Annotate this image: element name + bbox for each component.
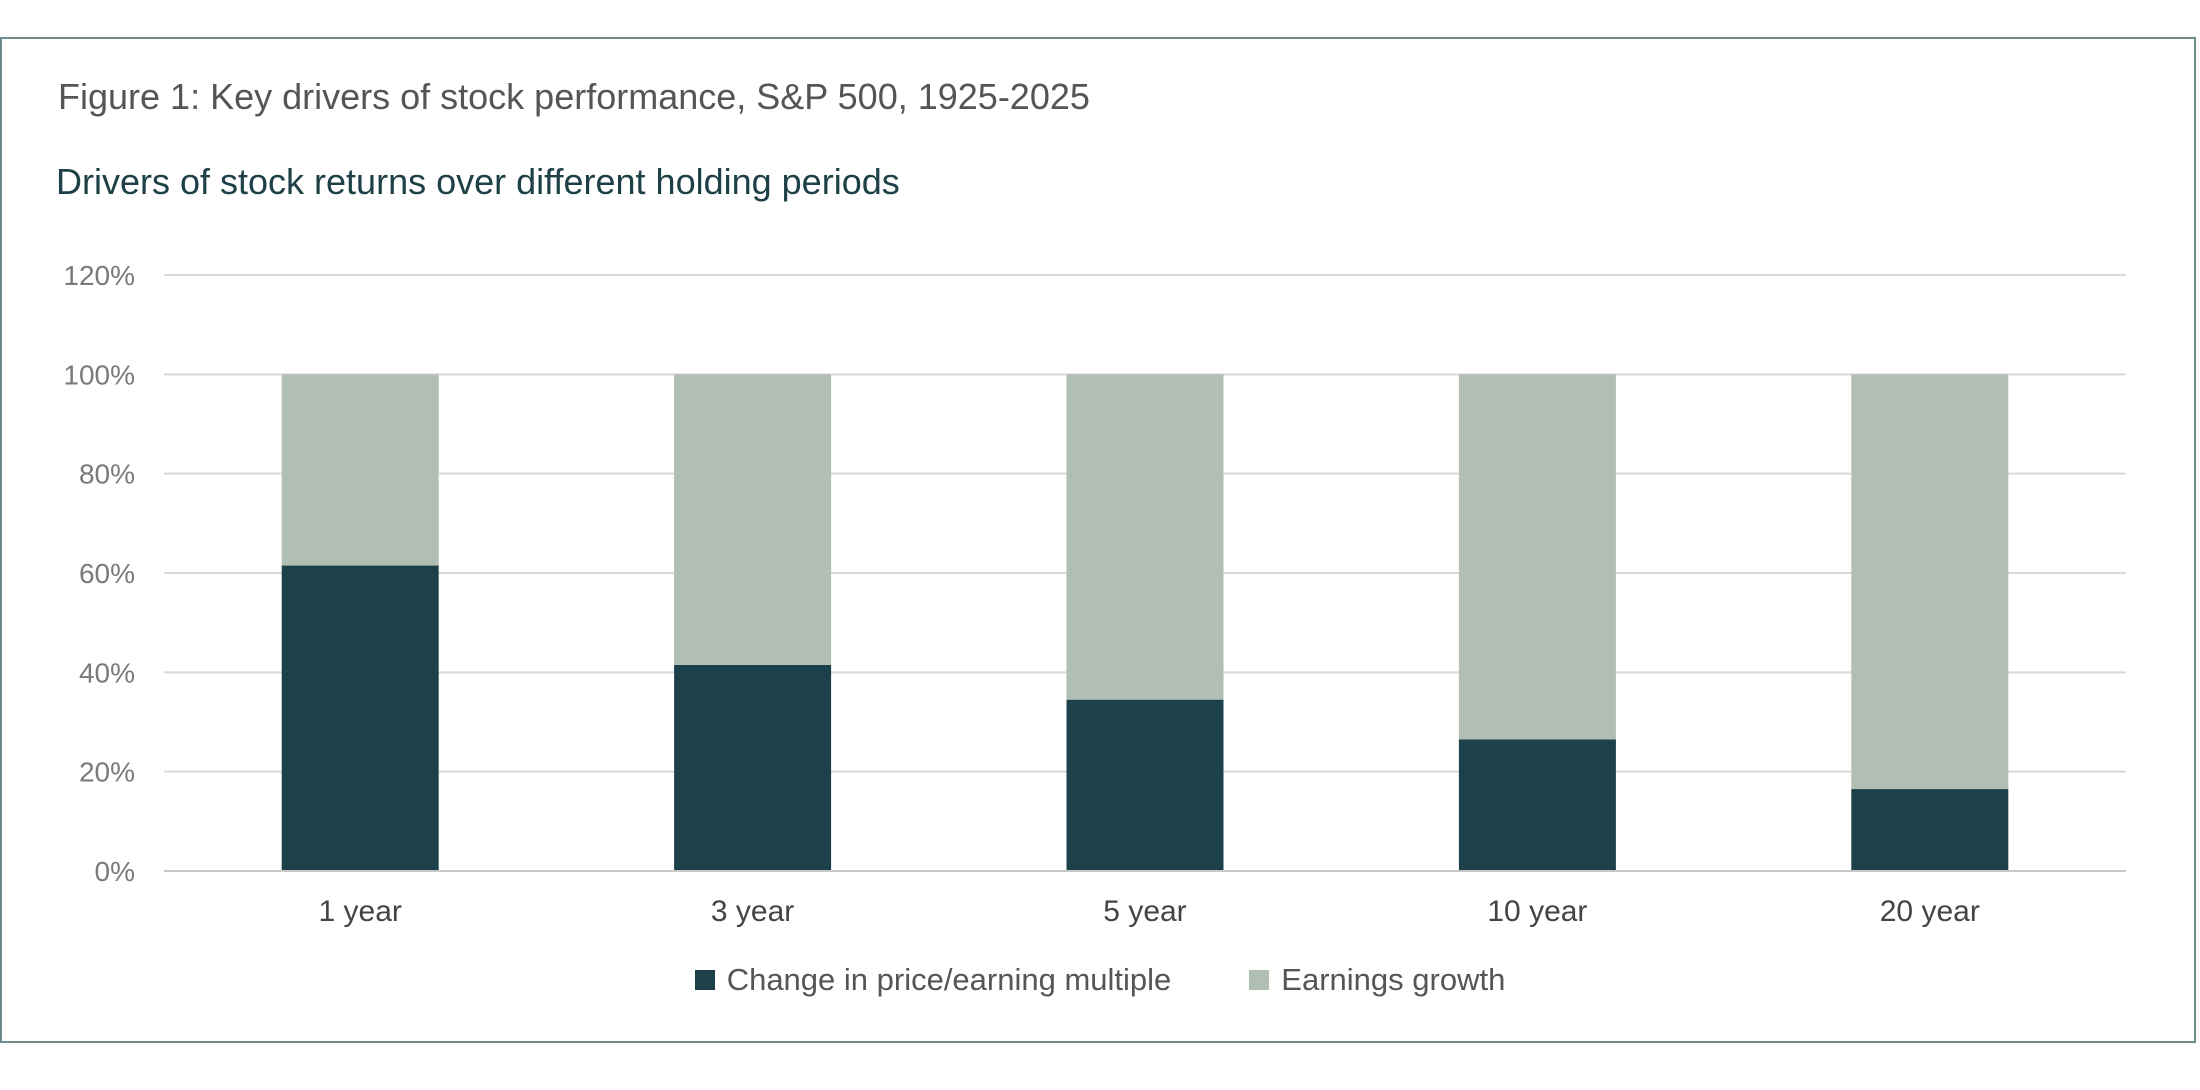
legend-label-earnings-growth: Earnings growth [1281, 962, 1506, 997]
legend: Change in price/earning multiple Earning… [0, 962, 2200, 998]
figure-title: Figure 1: Key drivers of stock performan… [58, 76, 1090, 117]
x-tick-label: 3 year [711, 895, 794, 928]
legend-item-pe-multiple: Change in price/earning multiple [694, 962, 1172, 998]
y-tick-label: 80% [79, 459, 135, 490]
legend-swatch-pe-multiple [694, 970, 715, 990]
y-tick-label: 40% [79, 657, 135, 688]
bar-pe-multiple [1851, 789, 2009, 871]
legend-label-pe-multiple: Change in price/earning multiple [726, 962, 1172, 997]
legend-swatch-earnings-growth [1249, 970, 1270, 990]
x-tick-label: 1 year [319, 895, 402, 928]
bar-earnings-growth [674, 374, 832, 665]
bar-earnings-growth [1458, 374, 1616, 740]
legend-item-earnings-growth: Earnings growth [1249, 962, 1505, 998]
y-tick-label: 60% [79, 558, 135, 589]
bar-pe-multiple [674, 664, 832, 871]
bar-pe-multiple [281, 565, 439, 871]
bar-earnings-growth [1851, 374, 2009, 790]
bar-pe-multiple [1066, 699, 1224, 871]
y-tick-label: 20% [79, 757, 135, 788]
y-tick-label: 100% [63, 359, 135, 390]
x-tick-label: 5 year [1103, 895, 1186, 928]
figure-frame [0, 37, 2196, 1043]
x-tick-label: 10 year [1487, 895, 1587, 928]
x-tick-label: 20 year [1880, 895, 1980, 928]
y-tick-label: 0% [95, 856, 135, 887]
bar-earnings-growth [281, 374, 439, 566]
bar-pe-multiple [1458, 739, 1616, 871]
chart-title: Drivers of stock returns over different … [56, 161, 900, 202]
bar-earnings-growth [1066, 374, 1224, 700]
y-tick-label: 120% [63, 260, 135, 291]
